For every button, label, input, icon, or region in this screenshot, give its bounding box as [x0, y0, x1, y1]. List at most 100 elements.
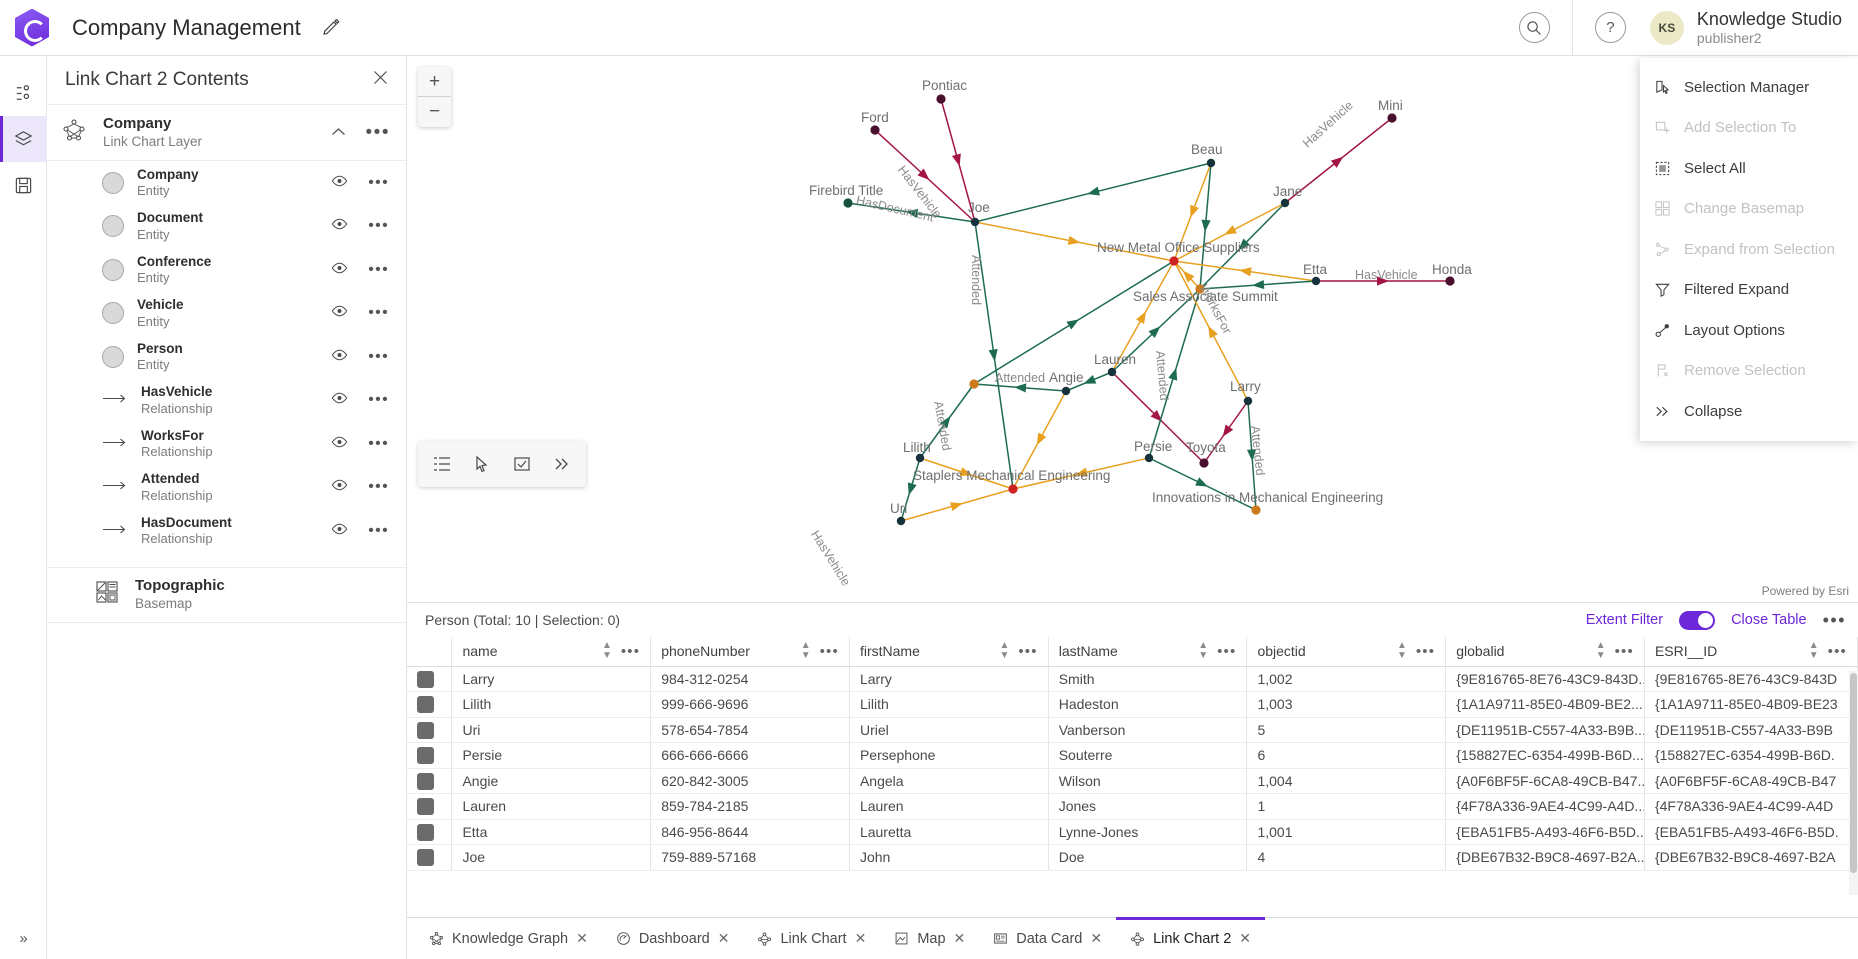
context-menu-item-filtered-expand[interactable]: Filtered Expand	[1640, 270, 1858, 311]
tab-close-icon[interactable]: ✕	[717, 930, 730, 946]
sort-icon[interactable]: ▲ ▼	[800, 640, 811, 662]
table-row[interactable]: Uri 578-654-7854 Uriel Vanberson 5 {DE11951B-…	[407, 717, 1858, 743]
layer-item-person[interactable]: Person Entity •••	[47, 335, 406, 379]
tab-data-card[interactable]: Data Card ✕	[979, 918, 1116, 959]
context-menu-item-layout-options[interactable]: Layout Options	[1640, 310, 1858, 351]
pencil-icon[interactable]	[318, 15, 344, 41]
row-select-cell[interactable]	[407, 793, 453, 820]
row-select-box[interactable]	[417, 823, 434, 841]
box-select-tool-icon[interactable]	[502, 444, 542, 484]
tab-dashboard[interactable]: Dashboard ✕	[602, 918, 744, 959]
table-row[interactable]: Angie 620-842-3005 Angela Wilson 1,004 {A0F6B…	[407, 768, 1858, 794]
table-row[interactable]: Lauren 859-784-2185 Lauren Jones 1 {4F78A336-…	[407, 793, 1858, 820]
layer-group-company[interactable]: Company Link Chart Layer •••	[47, 105, 406, 161]
layer-item-more-icon[interactable]: •••	[368, 478, 389, 496]
zoom-in-button[interactable]: +	[418, 67, 451, 97]
table-row[interactable]: Etta 846-956-8644 Lauretta Lynne-Jones 1,001…	[407, 819, 1858, 845]
layer-item-more-icon[interactable]: •••	[368, 391, 389, 409]
sort-icon[interactable]: ▲ ▼	[1396, 640, 1407, 662]
zoom-out-button[interactable]: −	[428, 101, 441, 122]
column-menu-icon[interactable]: •••	[1217, 642, 1237, 660]
graph-node-ford[interactable]	[870, 125, 880, 135]
tab-close-icon[interactable]: ✕	[1239, 930, 1252, 946]
table-header-firstName[interactable]: firstName ▲ ▼ •••	[849, 637, 1049, 667]
graph-node-sales-associate-summit[interactable]	[1195, 284, 1205, 294]
row-select-cell[interactable]	[407, 768, 453, 794]
graph-node-larry[interactable]	[1243, 396, 1253, 406]
layer-item-vehicle[interactable]: Vehicle Entity •••	[47, 292, 406, 336]
row-select-box[interactable]	[417, 696, 434, 714]
table-header-name[interactable]: name ▲ ▼ •••	[451, 637, 652, 667]
visibility-eye-icon[interactable]	[331, 304, 348, 322]
layer-item-more-icon[interactable]: •••	[368, 173, 389, 191]
visibility-eye-icon[interactable]	[331, 217, 348, 235]
row-select-cell[interactable]	[407, 666, 453, 692]
table-row[interactable]: Lilith 999-666-9696 Lilith Hadeston 1,003 {1A…	[407, 691, 1858, 718]
layer-item-more-icon[interactable]: •••	[368, 260, 389, 278]
column-menu-icon[interactable]: •••	[1614, 642, 1634, 660]
visibility-eye-icon[interactable]	[331, 261, 348, 279]
context-menu-item-select-all[interactable]: Select All	[1640, 148, 1858, 189]
row-select-box[interactable]	[417, 747, 434, 765]
column-menu-icon[interactable]: •••	[819, 642, 839, 660]
table-header-lastName[interactable]: lastName ▲ ▼ •••	[1048, 637, 1248, 667]
row-select-box[interactable]	[417, 772, 434, 790]
tab-link-chart[interactable]: Link Chart ✕	[743, 918, 880, 959]
graph-node-persie[interactable]	[1144, 453, 1154, 463]
tab-map[interactable]: Map ✕	[880, 918, 979, 959]
rail-expand-button[interactable]: »	[19, 929, 28, 947]
extent-filter-toggle[interactable]	[1679, 610, 1716, 630]
layer-item-more-icon[interactable]: •••	[368, 521, 389, 539]
context-menu-item-collapse[interactable]: Collapse	[1640, 391, 1858, 432]
graph-node-honda[interactable]	[1445, 276, 1455, 286]
basemap-row[interactable]: Topographic Basemap	[47, 566, 406, 623]
row-select-cell[interactable]	[407, 742, 453, 769]
row-select-box[interactable]	[417, 670, 434, 688]
close-table-button[interactable]: Close Table	[1731, 612, 1807, 628]
graph-node-new-metal-office-suppliers[interactable]	[1169, 256, 1179, 266]
visibility-eye-icon[interactable]	[331, 391, 348, 409]
table-select-all-header[interactable]	[407, 637, 453, 667]
row-select-box[interactable]	[417, 721, 434, 739]
visibility-eye-icon[interactable]	[331, 435, 348, 453]
visibility-eye-icon[interactable]	[331, 174, 348, 192]
table-row[interactable]: Larry 984-312-0254 Larry Smith 1,002 {9E81676…	[407, 666, 1858, 692]
layer-item-more-icon[interactable]: •••	[368, 217, 389, 235]
table-header-globalid[interactable]: globalid ▲ ▼ •••	[1445, 637, 1645, 667]
tab-close-icon[interactable]: ✕	[576, 930, 588, 946]
table-header-phoneNumber[interactable]: phoneNumber ▲ ▼ •••	[650, 637, 850, 667]
graph-node-uri[interactable]	[896, 516, 906, 526]
context-menu-item-selection-manager[interactable]: Selection Manager	[1640, 67, 1858, 108]
layer-item-more-icon[interactable]: •••	[368, 304, 389, 322]
table-vertical-scrollbar[interactable]	[1849, 671, 1858, 895]
graph-node-pontiac[interactable]	[936, 94, 946, 104]
graph-node-lauren[interactable]	[1107, 367, 1117, 377]
graph-node-angie[interactable]	[1061, 386, 1071, 396]
visibility-eye-icon[interactable]	[331, 478, 348, 496]
row-select-box[interactable]	[417, 849, 434, 867]
table-row[interactable]: Persie 666-666-6666 Persephone Souterre 6 {15…	[407, 742, 1858, 769]
layer-item-hasdocument[interactable]: HasDocument Relationship •••	[47, 509, 406, 553]
layer-item-more-icon[interactable]: •••	[368, 434, 389, 452]
sort-icon[interactable]: ▲ ▼	[601, 640, 612, 662]
row-select-box[interactable]	[417, 798, 434, 816]
sort-icon[interactable]: ▲ ▼	[1198, 640, 1209, 662]
column-menu-icon[interactable]: •••	[1018, 642, 1038, 660]
column-menu-icon[interactable]: •••	[620, 642, 641, 660]
graph-node-joe[interactable]	[970, 217, 980, 227]
table-header-objectid[interactable]: objectid ▲ ▼ •••	[1246, 637, 1447, 667]
graph-node-etta[interactable]	[1311, 276, 1321, 286]
close-icon[interactable]	[373, 70, 388, 90]
tab-close-icon[interactable]: ✕	[1090, 930, 1103, 946]
tab-link-chart-2[interactable]: Link Chart 2 ✕	[1116, 917, 1265, 959]
help-icon[interactable]: ?	[1594, 12, 1626, 43]
table-options-icon[interactable]: •••	[1822, 609, 1846, 630]
graph-node-unnamed[interactable]	[969, 379, 979, 389]
column-menu-icon[interactable]: •••	[1415, 642, 1436, 660]
graph-node-firebird-title[interactable]	[843, 198, 853, 208]
layer-item-worksfor[interactable]: WorksFor Relationship •••	[47, 422, 406, 466]
rail-item-layers[interactable]	[0, 116, 47, 162]
column-menu-icon[interactable]: •••	[1827, 642, 1847, 660]
layer-item-document[interactable]: Document Entity •••	[47, 205, 406, 249]
row-select-cell[interactable]	[407, 691, 453, 718]
